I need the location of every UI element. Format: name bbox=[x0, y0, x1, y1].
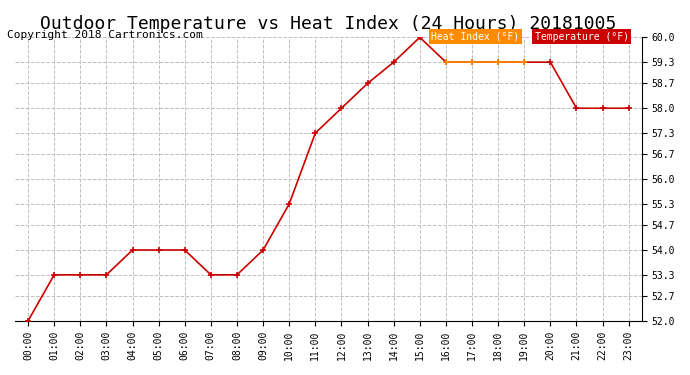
Text: Temperature (°F): Temperature (°F) bbox=[535, 32, 629, 42]
Text: Heat Index (°F): Heat Index (°F) bbox=[431, 32, 520, 42]
Title: Outdoor Temperature vs Heat Index (24 Hours) 20181005: Outdoor Temperature vs Heat Index (24 Ho… bbox=[40, 15, 617, 33]
Text: Copyright 2018 Cartronics.com: Copyright 2018 Cartronics.com bbox=[7, 30, 203, 39]
